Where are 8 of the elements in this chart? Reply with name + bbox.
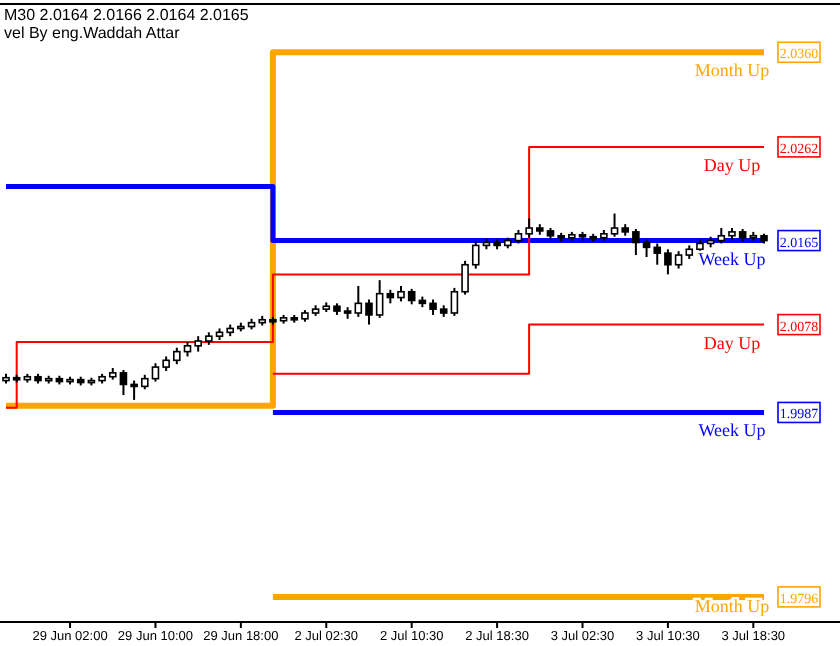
series-label: Day Up bbox=[703, 332, 762, 353]
series-label: Month Up bbox=[694, 60, 771, 81]
series-label: Day Up bbox=[703, 154, 762, 175]
chart-title: M30 2.0164 2.0166 2.0164 2.0165 bbox=[4, 6, 250, 24]
text: vel By eng.Waddah Attar bbox=[4, 24, 181, 42]
series-label: Week Up bbox=[698, 420, 767, 441]
series-label: Week Up bbox=[698, 248, 767, 269]
legend-label: Month Up bbox=[694, 596, 771, 616]
